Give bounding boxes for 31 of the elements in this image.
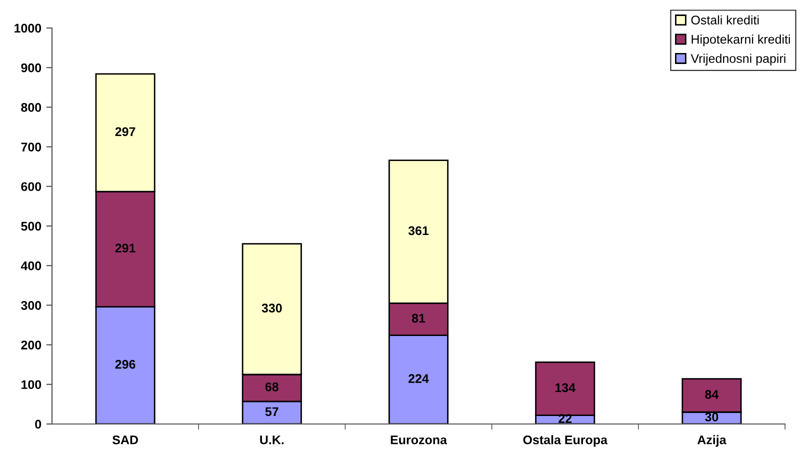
x-tick-label: Eurozona [390, 436, 448, 444]
data-label: 84 [705, 390, 719, 399]
data-label: 81 [412, 314, 426, 323]
y-tick-label: 100 [22, 380, 42, 390]
data-label: 30 [705, 412, 718, 422]
y-tick-label: 0 [35, 420, 42, 429]
x-tick-label: SAD [112, 435, 138, 444]
x-tick-label: Ostala Europa [523, 435, 608, 447]
y-tick-label: 600 [21, 182, 42, 192]
data-label: 296 [115, 360, 136, 369]
y-tick-label: 800 [21, 103, 42, 112]
data-label: 57 [265, 407, 278, 416]
y-tick-label: 900 [21, 63, 42, 72]
legend-label: Hipotekarni krediti [692, 34, 790, 46]
data-label: 224 [408, 374, 429, 383]
data-label: 68 [265, 382, 278, 392]
data-label: 291 [115, 244, 136, 253]
y-tick-label: 1000 [14, 24, 42, 33]
y-tick-label: 700 [21, 142, 42, 152]
y-tick-label: 200 [21, 340, 42, 350]
x-tick-label: U.K. [260, 436, 284, 444]
data-label: 361 [408, 226, 429, 236]
y-tick-label: 500 [21, 222, 42, 231]
data-label: 330 [262, 304, 282, 313]
legend-label: Ostali krediti [691, 15, 759, 24]
data-label: 297 [115, 127, 136, 136]
legend-label: Vrijednosni papiri [690, 54, 786, 66]
y-tick-label: 400 [20, 261, 42, 270]
y-tick-label: 300 [21, 301, 42, 310]
data-label: 134 [555, 383, 576, 392]
x-tick-label: Azija [697, 435, 726, 447]
